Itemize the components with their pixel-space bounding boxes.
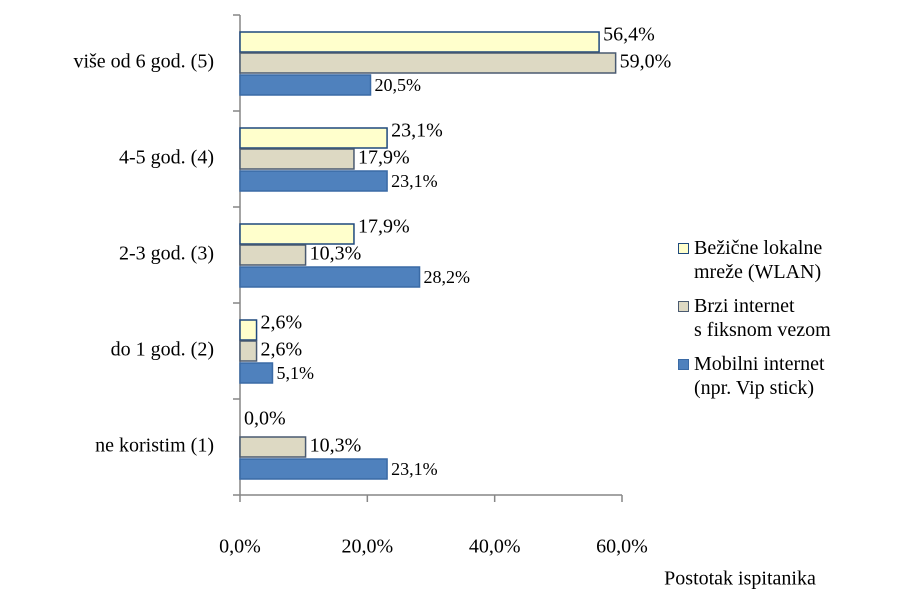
x-tick-label: 40,0%: [469, 536, 521, 558]
legend-swatch: [678, 243, 689, 254]
bar: [239, 362, 274, 384]
legend-swatch: [678, 359, 689, 370]
legend-entry: Brzi internet s fiksnom vezom: [676, 294, 891, 342]
bar: [239, 266, 421, 288]
bar: [239, 436, 307, 458]
bar: [239, 148, 355, 170]
value-label: 23,1%: [391, 120, 443, 142]
y-tick-label: više od 6 god. (5): [73, 51, 214, 73]
value-label: 5,1%: [276, 363, 314, 383]
bar: [239, 170, 388, 192]
legend-label: Bežične lokalne mreže (WLAN): [694, 237, 823, 283]
legend-label: Mobilni internet (npr. Vip stick): [694, 353, 825, 399]
x-axis-label: Postotak ispitanika: [664, 568, 816, 590]
value-label: 2,6%: [261, 339, 303, 361]
bar: [239, 52, 617, 74]
value-label: 59,0%: [620, 51, 672, 73]
legend-entry: Bežične lokalne mreže (WLAN): [676, 236, 891, 284]
value-label: 2,6%: [261, 312, 303, 334]
bar: [239, 458, 388, 480]
bar: [239, 223, 355, 245]
y-tick-label: do 1 god. (2): [111, 339, 214, 361]
value-label: 20,5%: [375, 75, 422, 95]
bar: [239, 244, 307, 266]
legend-label: Brzi internet s fiksnom vezom: [694, 295, 831, 341]
x-tick-label: 0,0%: [219, 536, 261, 558]
y-tick-label: 4-5 god. (4): [119, 147, 214, 169]
bar: [239, 74, 372, 96]
bar: [239, 319, 258, 341]
value-label: 23,1%: [391, 459, 438, 479]
bar: [239, 340, 258, 362]
bar: [239, 127, 388, 149]
value-label: 17,9%: [358, 216, 410, 238]
value-label: 17,9%: [358, 147, 410, 169]
value-label: 0,0%: [244, 408, 286, 430]
legend: Bežične lokalne mreže (WLAN) Brzi interne…: [676, 236, 891, 410]
value-label: 10,3%: [310, 435, 362, 457]
y-tick-label: ne koristim (1): [95, 435, 214, 457]
y-tick-label: 2-3 god. (3): [119, 243, 214, 265]
legend-swatch: [678, 301, 689, 312]
x-tick-label: 60,0%: [596, 536, 648, 558]
bar: [239, 31, 600, 53]
value-label: 28,2%: [424, 267, 471, 287]
value-label: 10,3%: [310, 243, 362, 265]
x-tick-label: 20,0%: [341, 536, 393, 558]
legend-entry: Mobilni internet (npr. Vip stick): [676, 352, 891, 400]
value-label: 23,1%: [391, 171, 438, 191]
value-label: 56,4%: [603, 24, 655, 46]
